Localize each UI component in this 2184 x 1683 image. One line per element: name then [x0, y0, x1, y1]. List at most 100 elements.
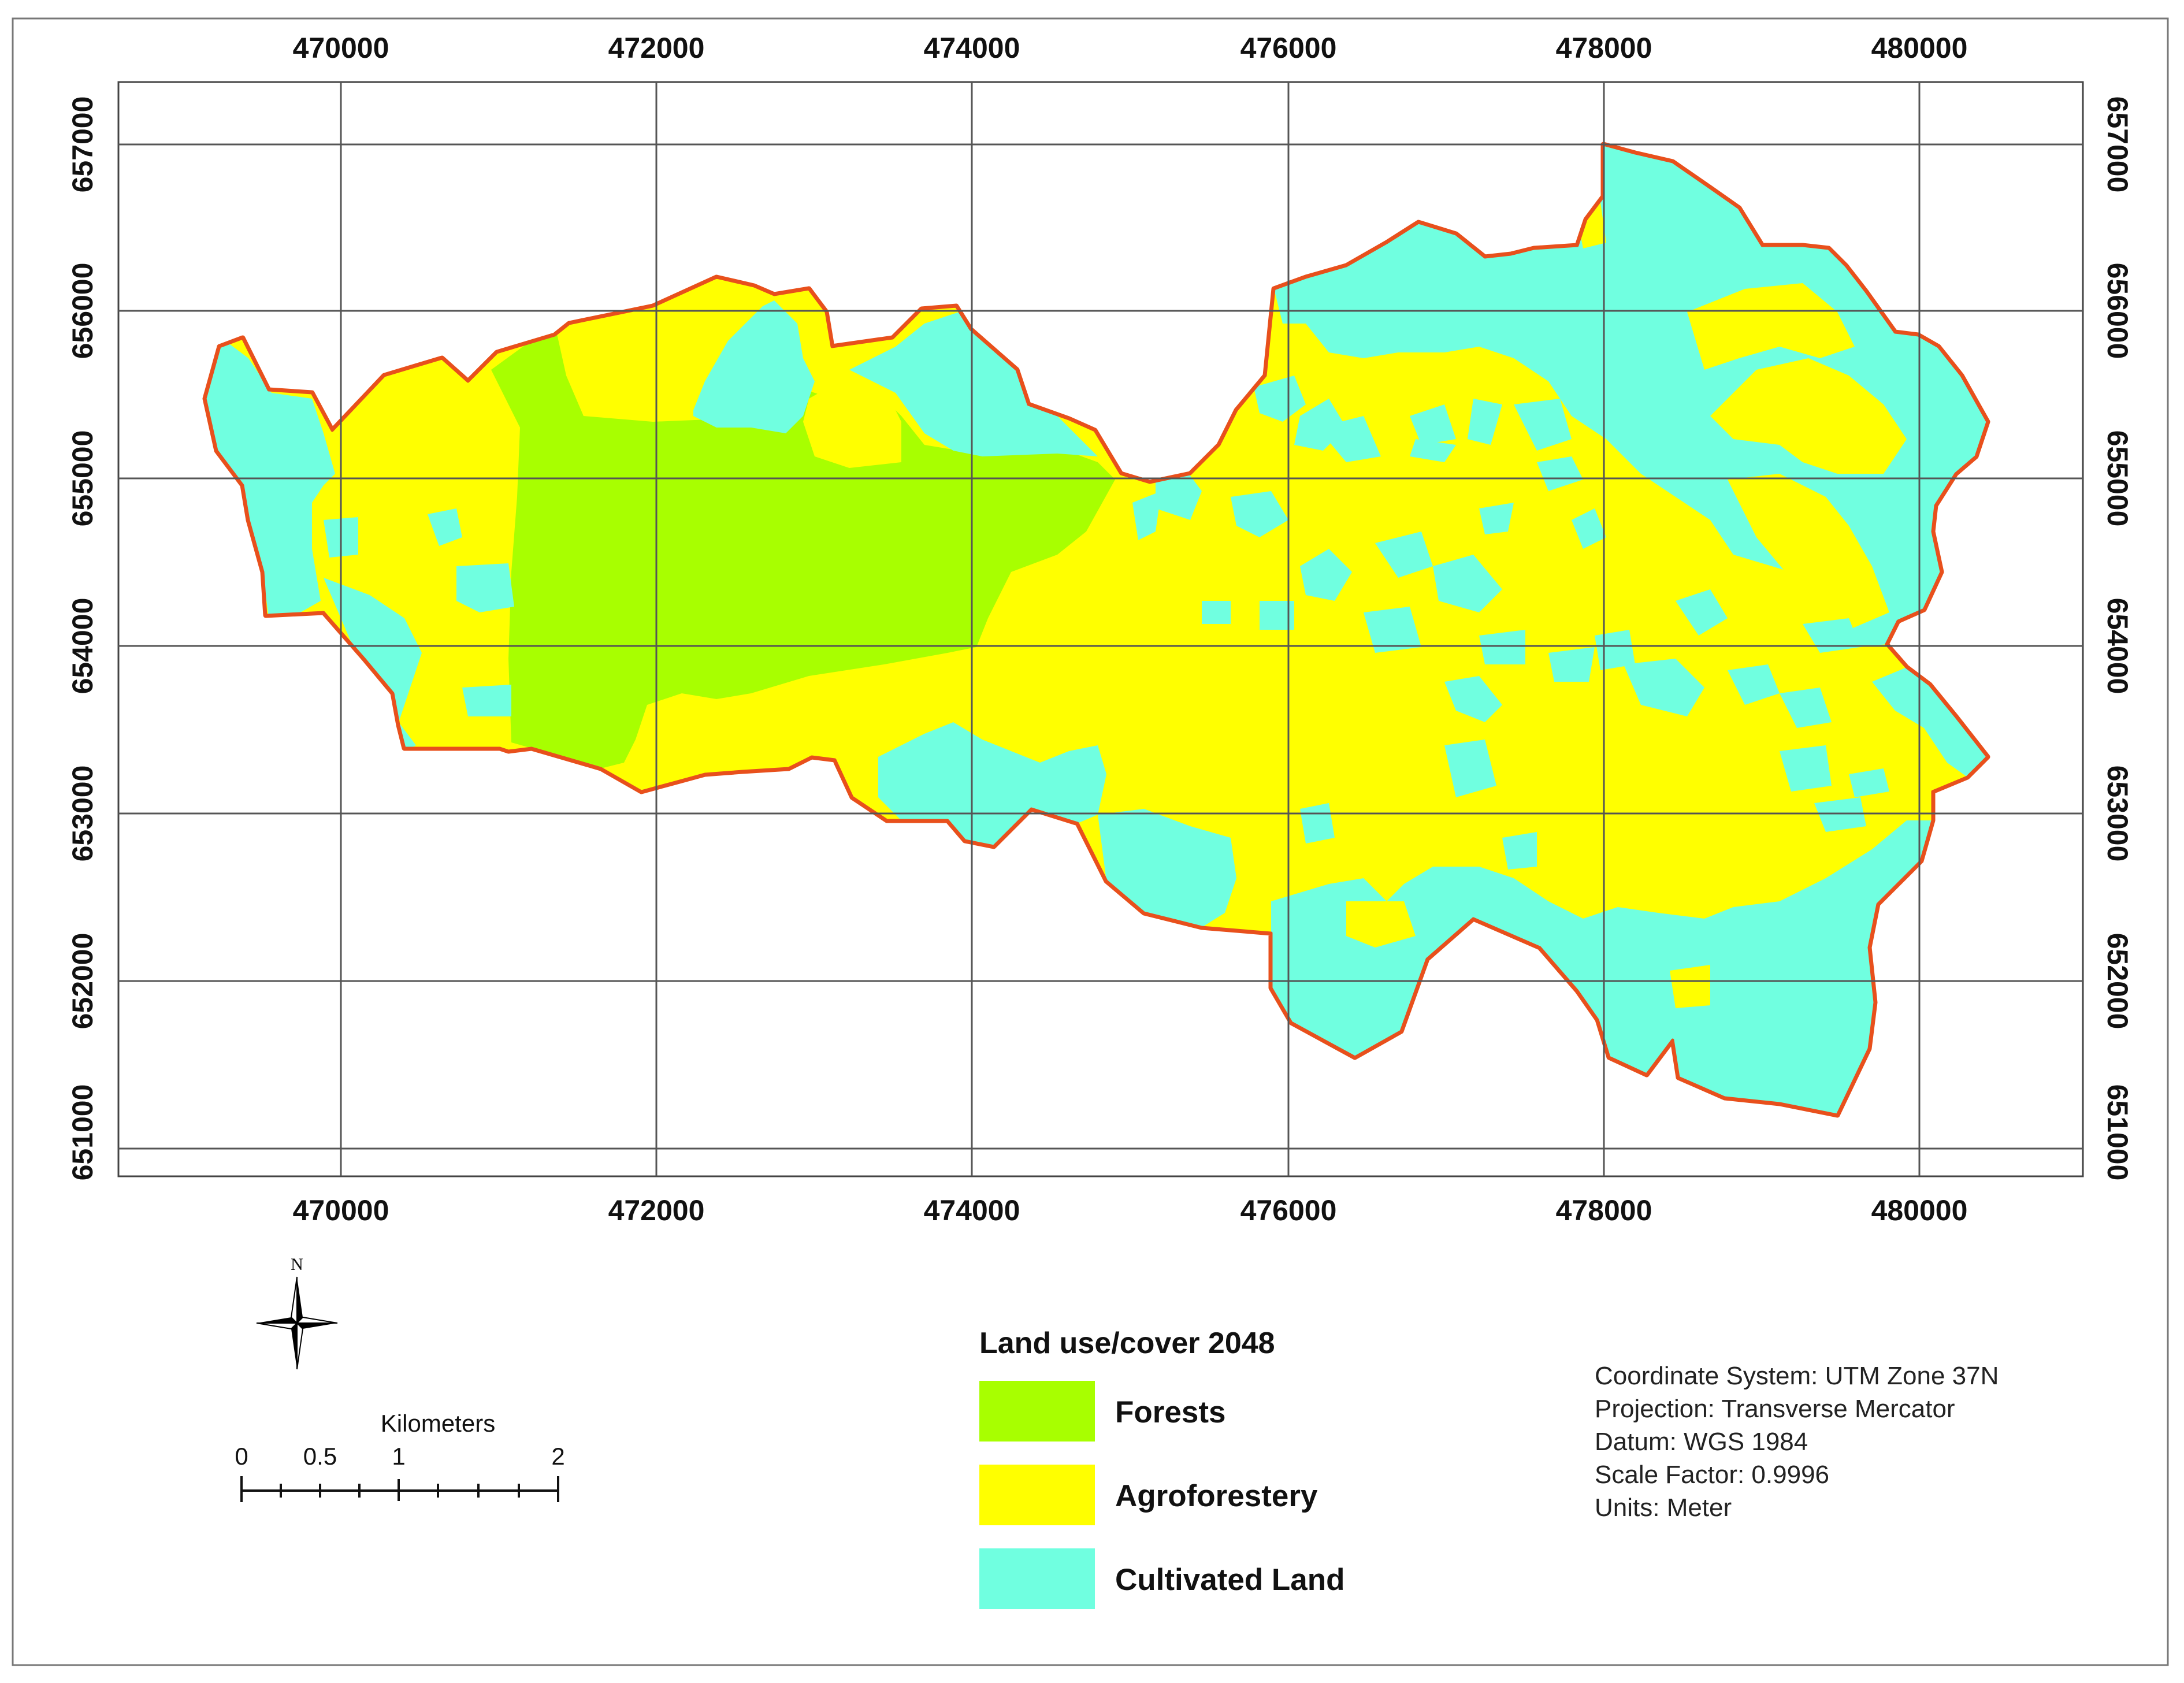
- x-tick-label: 472000: [608, 1194, 705, 1227]
- agroforestry-patch: [1346, 901, 1416, 948]
- scale-bar-ruler: [240, 1476, 559, 1502]
- cultivated-patch: [1410, 404, 1456, 445]
- cultivated-patch: [1468, 399, 1502, 445]
- grid-lines: [118, 82, 2083, 1176]
- y-tick-label: 652000: [2101, 933, 2134, 1030]
- cultivated-patch: [1364, 607, 1421, 653]
- coordinate-info: Coordinate System: UTM Zone 37N Projecti…: [1595, 1362, 1999, 1522]
- cultivated-patch: [1300, 803, 1335, 844]
- cultivated-patch: [1444, 676, 1502, 722]
- north-arrow-icon: [256, 1276, 338, 1370]
- y-tick-label: 656000: [66, 263, 99, 359]
- legend: Land use/cover 2048 Forests Agroforester…: [979, 1327, 1345, 1609]
- y-tick-label: 653000: [2101, 766, 2134, 862]
- x-tick-label: 480000: [1871, 1194, 1968, 1227]
- cultivated-patch: [205, 341, 335, 618]
- cultivated-patch: [1254, 376, 1306, 422]
- legend-label: Cultivated Land: [1115, 1563, 1345, 1597]
- legend-swatch-forests: [979, 1381, 1095, 1441]
- scale-label: 0: [235, 1443, 248, 1470]
- x-tick-label: 478000: [1556, 32, 1652, 64]
- cultivated-patch: [1572, 508, 1606, 549]
- cultivated-patch: [456, 563, 514, 612]
- legend-title: Land use/cover 2048: [979, 1327, 1275, 1360]
- legend-label: Forests: [1115, 1395, 1225, 1429]
- north-label: N: [291, 1255, 303, 1274]
- cultivated-patch: [849, 312, 1098, 456]
- cultivated-patch: [693, 300, 815, 433]
- x-tick-label: 476000: [1240, 1194, 1337, 1227]
- agroforestry-patch: [1687, 283, 1855, 370]
- outer-border: [12, 17, 2169, 1666]
- cultivated-patch: [1514, 399, 1572, 451]
- x-tick-label: 480000: [1871, 32, 1968, 64]
- y-tick-label: 656000: [2101, 263, 2134, 359]
- y-ticks-left: 657000 656000 655000 654000 653000 65200…: [66, 96, 99, 1181]
- y-tick-label: 651000: [66, 1084, 99, 1181]
- x-tick-label: 476000: [1240, 32, 1337, 64]
- legend-swatch-cultivated: [979, 1548, 1095, 1609]
- cultivated-patch: [1317, 416, 1381, 462]
- info-line: Datum: WGS 1984: [1595, 1428, 1808, 1456]
- forest-patch: [491, 324, 1115, 768]
- cultivated-patch: [1433, 555, 1502, 612]
- y-tick-label: 655000: [2101, 430, 2134, 527]
- y-tick-label: 651000: [2101, 1084, 2134, 1181]
- y-tick-label: 654000: [2101, 598, 2134, 694]
- y-tick-label: 657000: [2101, 96, 2134, 193]
- scale-label: 0.5: [303, 1443, 337, 1470]
- cultivated-patch: [1676, 589, 1728, 636]
- boundary-line: [203, 143, 1989, 1117]
- agroforestry-patch: [1710, 358, 1907, 474]
- cultivated-patch: [1728, 664, 1780, 705]
- cultivated-patch: [1803, 618, 1860, 653]
- scale-title: Kilometers: [381, 1410, 495, 1437]
- cultivated-patch: [1300, 549, 1352, 601]
- y-tick-label: 653000: [66, 766, 99, 862]
- cultivated-patch: [1872, 667, 1988, 777]
- y-tick-label: 652000: [66, 933, 99, 1030]
- cultivated-patch: [1479, 503, 1514, 534]
- cultivated-patch: [1260, 601, 1294, 630]
- y-ticks-right: 657000 656000 655000 654000 653000 65200…: [2101, 96, 2134, 1181]
- cultivated-patch: [1271, 820, 1933, 1115]
- cultivated-patch: [1479, 630, 1525, 664]
- x-tick-label: 470000: [293, 1194, 389, 1227]
- x-tick-label: 478000: [1556, 1194, 1652, 1227]
- info-line: Projection: Transverse Mercator: [1595, 1395, 1955, 1423]
- cultivated-patch: [324, 578, 422, 751]
- agroforestry-patch: [1728, 474, 1889, 630]
- x-tick-label: 474000: [924, 1194, 1020, 1227]
- x-ticks-bottom: 470000 472000 474000 476000 478000 48000…: [293, 1194, 1968, 1227]
- cultivated-patch: [878, 722, 1106, 846]
- y-tick-label: 657000: [66, 96, 99, 193]
- agroforestry-patch: [803, 376, 901, 468]
- cultivated-patch: [1548, 647, 1595, 682]
- x-tick-label: 472000: [608, 32, 705, 64]
- north-arrow: N: [256, 1255, 338, 1370]
- info-line: Scale Factor: 0.9996: [1595, 1461, 1829, 1489]
- cultivated-patch: [1624, 659, 1704, 716]
- cultivated-patch: [462, 685, 511, 716]
- cultivated-patch: [1537, 456, 1583, 491]
- cultivated-patch: [1410, 439, 1456, 462]
- cultivated-patch: [1231, 491, 1288, 537]
- x-tick-label: 474000: [924, 32, 1020, 64]
- cultivated-patch: [1780, 688, 1832, 728]
- info-line: Units: Meter: [1595, 1493, 1732, 1522]
- cultivated-patch: [1202, 601, 1231, 624]
- agroforestry-patch: [1577, 202, 1606, 248]
- scale-bar: Kilometers 0 0.5 1 2: [235, 1410, 565, 1502]
- cultivated-patch: [1780, 745, 1832, 792]
- cultivated-patch: [1375, 532, 1433, 578]
- legend-label: Agroforestery: [1115, 1479, 1318, 1513]
- cultivated-patch: [1098, 809, 1236, 927]
- y-tick-label: 655000: [66, 430, 99, 527]
- scale-label: 2: [551, 1443, 564, 1470]
- info-line: Coordinate System: UTM Zone 37N: [1595, 1362, 1999, 1390]
- y-tick-label: 654000: [66, 598, 99, 694]
- agroforestry-patch: [566, 283, 763, 416]
- cultivated-patch: [1849, 768, 1889, 797]
- x-tick-label: 470000: [293, 32, 389, 64]
